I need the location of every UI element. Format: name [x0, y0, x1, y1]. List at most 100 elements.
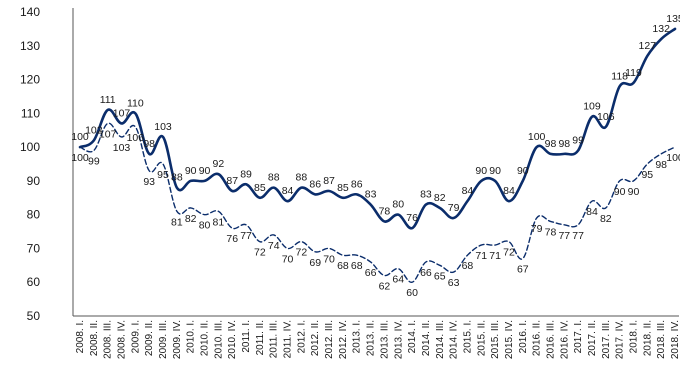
solid-series-data-label: 99 — [572, 134, 584, 146]
solid-series-data-label: 83 — [420, 189, 432, 201]
x-tick-label: 2008. II. — [89, 320, 100, 356]
solid-series-data-label: 87 — [323, 175, 335, 187]
solid-series-data-label: 88 — [268, 172, 280, 184]
x-tick-label: 2009. II. — [144, 320, 155, 356]
x-tick-label: 2013. IV. — [393, 320, 404, 359]
x-tick-label: 2011. I. — [241, 320, 252, 353]
dashed-series-line — [79, 122, 676, 283]
x-tick-label: 2016. I. — [518, 320, 529, 353]
series-layer — [78, 27, 677, 283]
dashed-series-data-label: 68 — [351, 260, 363, 272]
solid-series-data-label: 90 — [517, 165, 529, 177]
x-tick-label: 2015. II. — [476, 320, 487, 356]
solid-series-data-label: 79 — [448, 202, 460, 214]
dashed-series-data-label: 71 — [475, 250, 487, 262]
dashed-series-data-label: 90 — [614, 186, 626, 198]
x-tick-label: 2014. II. — [421, 320, 432, 356]
solid-series-data-label: 84 — [462, 185, 474, 197]
dashed-series-data-label: 62 — [379, 280, 391, 292]
y-tick-label: 50 — [27, 309, 41, 323]
x-tick-label: 2014. I. — [407, 320, 418, 353]
solid-series-data-label: 111 — [100, 94, 116, 106]
solid-series-data-label: 82 — [434, 192, 446, 204]
solid-series-data-label: 90 — [185, 165, 197, 177]
solid-series-data-label: 103 — [154, 121, 172, 133]
solid-series-data-label: 109 — [583, 101, 601, 113]
solid-series-data-label: 90 — [199, 165, 211, 177]
x-tick-label: 2011. III. — [269, 320, 280, 358]
solid-series-data-label: 80 — [392, 199, 404, 211]
solid-series-data-label: 127 — [639, 40, 657, 52]
dashed-series-data-label: 107 — [99, 128, 117, 140]
y-tick-label: 70 — [27, 241, 41, 255]
dashed-series-data-label: 93 — [143, 176, 155, 188]
x-tick-label: 2016. IV. — [559, 320, 570, 359]
solid-series-data-label: 88 — [171, 172, 183, 184]
solid-series-data-label: 90 — [475, 165, 487, 177]
dashed-series-data-label: 72 — [254, 247, 266, 259]
x-tick-label: 2016. II. — [532, 320, 543, 356]
x-tick-label: 2017. I. — [573, 320, 584, 353]
solid-series-data-label: 98 — [545, 138, 557, 150]
dashed-series-data-label: 71 — [489, 250, 501, 262]
solid-series-line — [78, 27, 677, 230]
dashed-series-data-label: 77 — [572, 230, 584, 242]
solid-series-data-label: 98 — [143, 138, 155, 150]
x-tick-label: 2017. III. — [601, 320, 612, 359]
x-tick-label: 2017. IV. — [615, 320, 626, 359]
dashed-series-data-label: 78 — [545, 226, 557, 238]
solid-series-data-label: 83 — [365, 189, 377, 201]
dashed-series-data-label: 81 — [171, 216, 183, 228]
solid-series-data-label: 118 — [611, 70, 628, 82]
x-tick-label: 2015. III. — [490, 320, 501, 359]
dashed-series-data-label: 65 — [434, 270, 446, 282]
dashed-series-data-label: 81 — [213, 216, 225, 228]
solid-series-data-label: 85 — [254, 182, 266, 194]
dashed-series-data-label: 106 — [127, 132, 145, 144]
dashed-series-data-label: 66 — [365, 267, 377, 279]
dashed-series-data-label: 68 — [462, 260, 474, 272]
solid-series-data-label: 132 — [652, 23, 670, 35]
solid-series-data-label: 135 — [666, 13, 680, 25]
x-tick-label: 2012. I. — [296, 320, 307, 353]
x-tick-label: 2013. III. — [379, 320, 390, 359]
y-axis-ticks: 50 60 70 80 90 100 110 120 130 140 — [20, 5, 40, 323]
solid-series-data-label: 88 — [296, 172, 308, 184]
dashed-series-data-label: 84 — [586, 206, 598, 218]
solid-series-data-label: 86 — [351, 178, 363, 190]
dashed-series-data-label: 77 — [558, 230, 570, 242]
x-tick-label: 2014. IV. — [449, 320, 460, 359]
dashed-series-data-label: 95 — [641, 169, 653, 181]
x-tick-label: 2008. I. — [75, 320, 86, 353]
solid-series-data-label: 76 — [406, 212, 418, 224]
y-tick-label: 140 — [20, 5, 40, 19]
dashed-series-data-label: 103 — [113, 142, 131, 154]
x-tick-label: 2012. III. — [324, 320, 335, 359]
dashed-series-data-label: 80 — [199, 220, 211, 232]
x-tick-label: 2013. II. — [366, 320, 377, 356]
solid-series-data-label: 90 — [489, 165, 501, 177]
dashed-series-data-label: 79 — [531, 223, 543, 235]
y-tick-label: 130 — [20, 39, 40, 53]
dashed-series-data-label: 90 — [628, 186, 640, 198]
dashed-series-data-label: 99 — [88, 155, 100, 167]
x-tick-label: 2015. IV. — [504, 320, 515, 359]
solid-series-data-label: 102 — [85, 124, 103, 136]
dashed-series-data-label: 63 — [448, 277, 460, 289]
dashed-series-data-label: 74 — [268, 240, 280, 252]
x-tick-label: 2018. II. — [642, 320, 653, 356]
dashed-series-data-label: 70 — [282, 253, 294, 265]
x-tick-label: 2010. I. — [186, 320, 197, 353]
dashed-series-data-label: 69 — [309, 257, 321, 269]
x-tick-label: 2009. IV. — [172, 320, 183, 359]
x-tick-label: 2011. II. — [255, 320, 266, 355]
x-tick-label: 2012. IV. — [338, 320, 349, 359]
dashed-series-data-label: 100 — [666, 152, 680, 164]
x-tick-label: 2008. III. — [103, 320, 114, 359]
y-tick-label: 110 — [21, 106, 40, 120]
solid-series-data-label: 87 — [226, 175, 238, 187]
solid-series-data-label: 119 — [625, 67, 642, 79]
dashed-series-data-label: 77 — [240, 230, 252, 242]
x-tick-label: 2018. IV. — [670, 320, 680, 359]
